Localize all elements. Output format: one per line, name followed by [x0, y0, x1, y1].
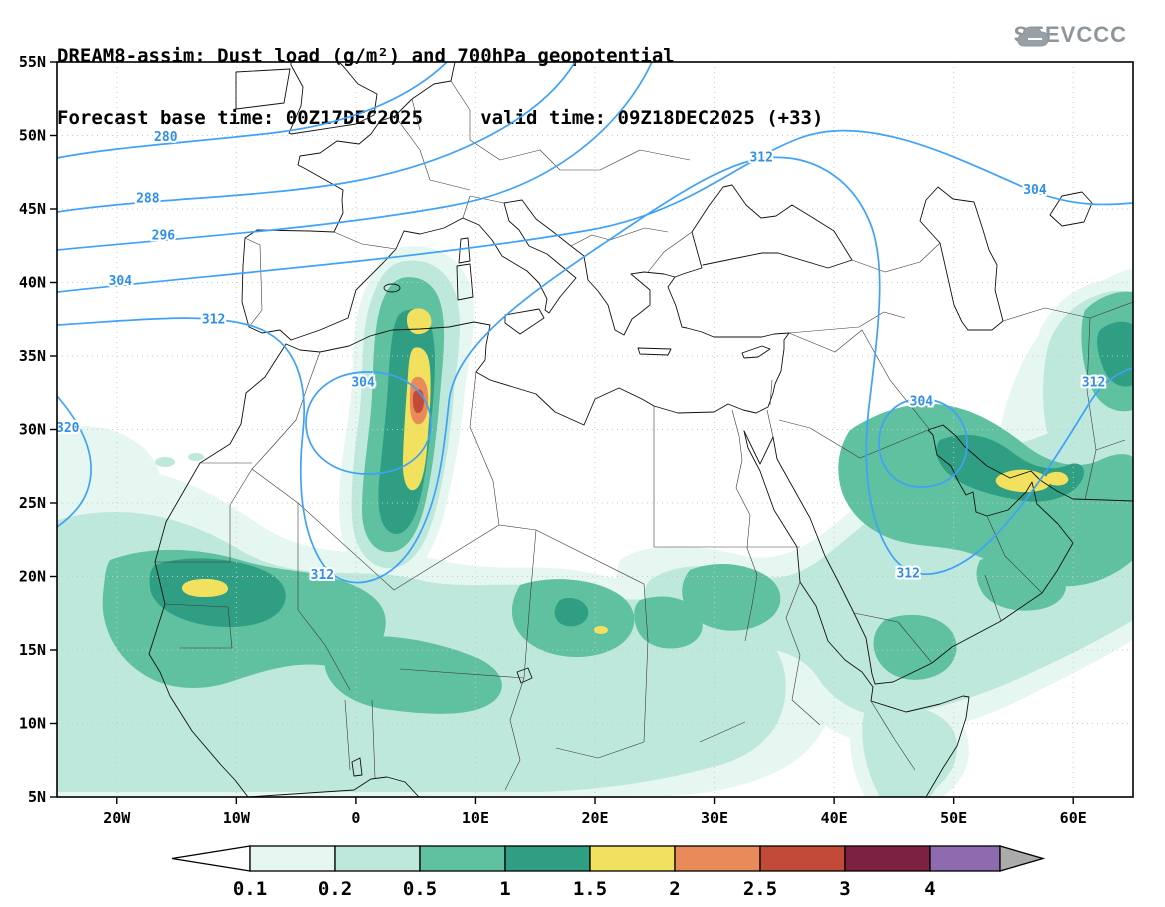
lat-tick-label: 10N [19, 715, 46, 733]
contour-value-labels: 280 288 296 304 312 320 312 304 304 304 312 312 312 [54, 128, 1107, 585]
lat-tick-label: 55N [19, 53, 46, 71]
colorbar-label: 0.2 [318, 878, 352, 900]
lat-tick-label: 40N [19, 274, 46, 292]
lon-tick-label: 20W [103, 809, 131, 827]
colorbar-cell [249, 845, 336, 872]
colorbar-label: 2.5 [743, 878, 777, 900]
colorbar-cell [334, 845, 421, 872]
colorbar-label: 3 [839, 878, 850, 900]
seevccc-logo: SEEVCCC [1014, 22, 1127, 48]
colorbar-cell [674, 845, 761, 872]
geopotential-label: 280 [154, 130, 178, 145]
axis-labels: 55N 50N 45N 40N 35N 30N 25N 20N 15N 10N 5N 20W 10W 0 1… [19, 53, 1087, 827]
geopotential-label: 312 [202, 312, 225, 327]
contour-320 [57, 395, 92, 528]
dust-shading [57, 245, 1133, 797]
lon-tick-label: 60E [1060, 809, 1087, 827]
colorbar: 0.1 0.2 0.5 1 1.5 2 2.5 3 4 [171, 845, 1046, 900]
contour-280 [57, 62, 448, 159]
geopotential-label: 296 [152, 228, 176, 243]
geopotential-label: 304 [1023, 183, 1047, 198]
contour-312 [57, 156, 1133, 584]
geopotential-contours [57, 62, 1133, 584]
contour-304-closed-algeria [305, 371, 432, 475]
lon-tick-label: 10W [223, 809, 251, 827]
lon-tick-label: 30E [701, 809, 728, 827]
geopotential-label: 288 [136, 192, 160, 207]
colorbar-label: 1.5 [573, 878, 607, 900]
lat-tick-label: 15N [19, 641, 46, 659]
coastlines [148, 62, 1133, 797]
lon-tick-label: 10E [462, 809, 489, 827]
geopotential-label: 304 [351, 375, 375, 390]
axis-ticks [50, 61, 1074, 804]
chart-subtitle: Forecast base time: 00Z17DEC2025 valid t… [57, 107, 824, 129]
colorbar-label: 0.5 [403, 878, 437, 900]
lat-tick-label: 45N [19, 200, 46, 218]
geopotential-label: 320 [56, 421, 80, 436]
lat-tick-label: 25N [19, 494, 46, 512]
lon-tick-label: 20E [581, 809, 608, 827]
lon-tick-label: 40E [821, 809, 848, 827]
lat-tick-label: 35N [19, 347, 46, 365]
colorbar-cell [759, 845, 846, 872]
colorbar-label: 1 [499, 878, 510, 900]
colorbar-cell [419, 845, 506, 872]
colorbar-cell [504, 845, 591, 872]
lat-tick-label: 5N [28, 788, 46, 806]
lon-tick-label: 0 [351, 809, 360, 827]
lat-tick-label: 20N [19, 568, 46, 586]
geopotential-label: 304 [109, 274, 133, 289]
colorbar-label: 4 [924, 878, 935, 900]
contour-288 [57, 62, 576, 213]
lat-tick-label: 30N [19, 421, 46, 439]
colorbar-cell [589, 845, 676, 872]
colorbar-arrow-right [999, 845, 1046, 872]
contour-304 [57, 129, 1133, 293]
geopotential-label: 312 [896, 567, 919, 582]
geopotential-label: 304 [910, 395, 934, 410]
colorbar-cell [844, 845, 931, 872]
colorbar-label: 0.1 [233, 878, 267, 900]
country-borders [155, 80, 1133, 791]
colorbar-arrow-left [171, 845, 251, 872]
geopotential-label: 312 [311, 568, 334, 583]
lat-tick-label: 50N [19, 127, 46, 145]
lon-tick-label: 50E [940, 809, 967, 827]
contour-296 [57, 62, 653, 251]
contour-304-closed-gulf [878, 398, 968, 488]
colorbar-cell [929, 845, 1001, 872]
cloud-icon [1017, 26, 1049, 47]
colorbar-label: 2 [669, 878, 680, 900]
geopotential-label: 312 [1082, 375, 1105, 390]
geopotential-label: 312 [749, 151, 772, 166]
